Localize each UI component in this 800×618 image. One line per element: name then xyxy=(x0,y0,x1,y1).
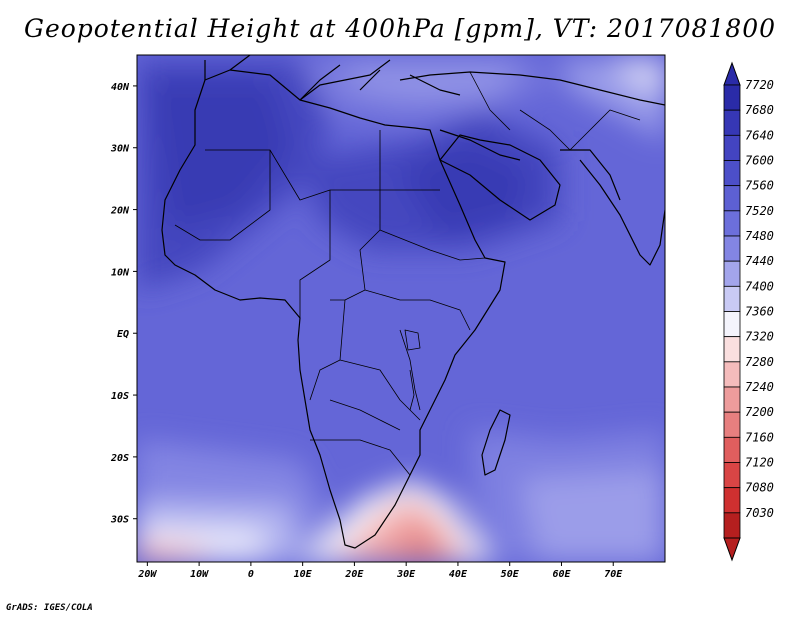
colorbar-top-arrow xyxy=(723,61,741,86)
colorbar-label: 7480 xyxy=(745,229,774,243)
colorbar-swatch xyxy=(723,436,741,463)
colorbar-label: 7080 xyxy=(745,481,774,495)
map-title: Geopotential Height at 400hPa [gpm], VT:… xyxy=(23,14,777,43)
lon-tick-label: 70E xyxy=(604,569,623,580)
colorbar-swatch xyxy=(723,386,741,413)
colorbar-swatch xyxy=(723,487,741,514)
coastlines xyxy=(161,55,665,549)
lat-tick-label: 30N xyxy=(110,144,130,155)
lon-tick-label: 50E xyxy=(501,569,520,580)
lon-tick-label: 20E xyxy=(344,569,364,580)
colorbar-swatch xyxy=(723,285,741,312)
colorbar-label: 7160 xyxy=(745,430,774,444)
lat-tick-label: 10N xyxy=(111,267,130,278)
colorbar-swatch xyxy=(723,260,741,287)
lon-tick-label: 30E xyxy=(396,569,416,580)
colorbar-label: 7720 xyxy=(745,78,774,92)
colorbar-swatch xyxy=(723,361,741,388)
lat-tick-label: EQ xyxy=(117,329,129,340)
colorbar-swatch xyxy=(723,185,741,212)
colorbar-label: 7440 xyxy=(745,254,774,268)
lat-tick-label: 20S xyxy=(110,453,129,464)
colorbar-label: 7560 xyxy=(745,179,774,193)
colorbar-swatch xyxy=(723,160,741,187)
colorbar-swatch xyxy=(723,311,741,338)
colorbar-swatch xyxy=(723,512,741,539)
colorbar-label: 7240 xyxy=(745,380,774,394)
lon-tick-label: 10E xyxy=(294,569,313,580)
colorbar-label: 7030 xyxy=(745,506,774,520)
colorbar-swatch xyxy=(723,134,741,161)
colorbar-swatch xyxy=(723,84,741,111)
colorbar-label: 7600 xyxy=(745,154,774,168)
colorbar: 7720 7680 7640 7600 7560 7520 7480 7440 7400 7360… xyxy=(723,61,774,562)
colorbar-label: 7640 xyxy=(745,128,774,142)
lon-tick-label: 0 xyxy=(248,569,254,580)
colorbar-label: 7200 xyxy=(745,405,774,419)
colorbar-swatch xyxy=(723,411,741,438)
lon-tick-label: 10W xyxy=(190,569,209,580)
colorbar-swatch xyxy=(723,109,741,136)
longitude-axis: 20W 10W 0 10E 20E 30E 40E 50E 60E 70E xyxy=(137,562,623,580)
lon-tick-label: 20W xyxy=(137,569,157,580)
colorbar-swatch xyxy=(723,336,741,363)
colorbar-swatch xyxy=(723,210,741,237)
lon-tick-label: 40E xyxy=(449,569,468,580)
plot-frame xyxy=(136,54,666,563)
colorbar-label: 7320 xyxy=(745,330,774,344)
latitude-axis: 40N 30N 20N 10N EQ 10S 20S 30S xyxy=(110,82,137,526)
lat-tick-label: 40N xyxy=(111,82,130,93)
colorbar-swatch xyxy=(723,235,741,262)
colorbar-label: 7400 xyxy=(745,279,774,293)
colorbar-label: 7120 xyxy=(745,456,774,470)
colorbar-bottom-arrow xyxy=(723,537,741,562)
lat-tick-label: 30S xyxy=(110,515,129,526)
lon-tick-label: 60E xyxy=(552,569,571,580)
colorbar-swatch xyxy=(723,462,741,489)
height-field xyxy=(137,55,665,562)
grads-credit: GrADS: IGES/COLA xyxy=(6,603,93,613)
lat-tick-label: 10S xyxy=(111,391,129,402)
colorbar-label: 7360 xyxy=(745,305,774,319)
colorbar-label: 7280 xyxy=(745,355,774,369)
lat-tick-label: 20N xyxy=(110,206,130,217)
colorbar-label: 7680 xyxy=(745,103,774,117)
colorbar-label: 7520 xyxy=(745,204,774,218)
